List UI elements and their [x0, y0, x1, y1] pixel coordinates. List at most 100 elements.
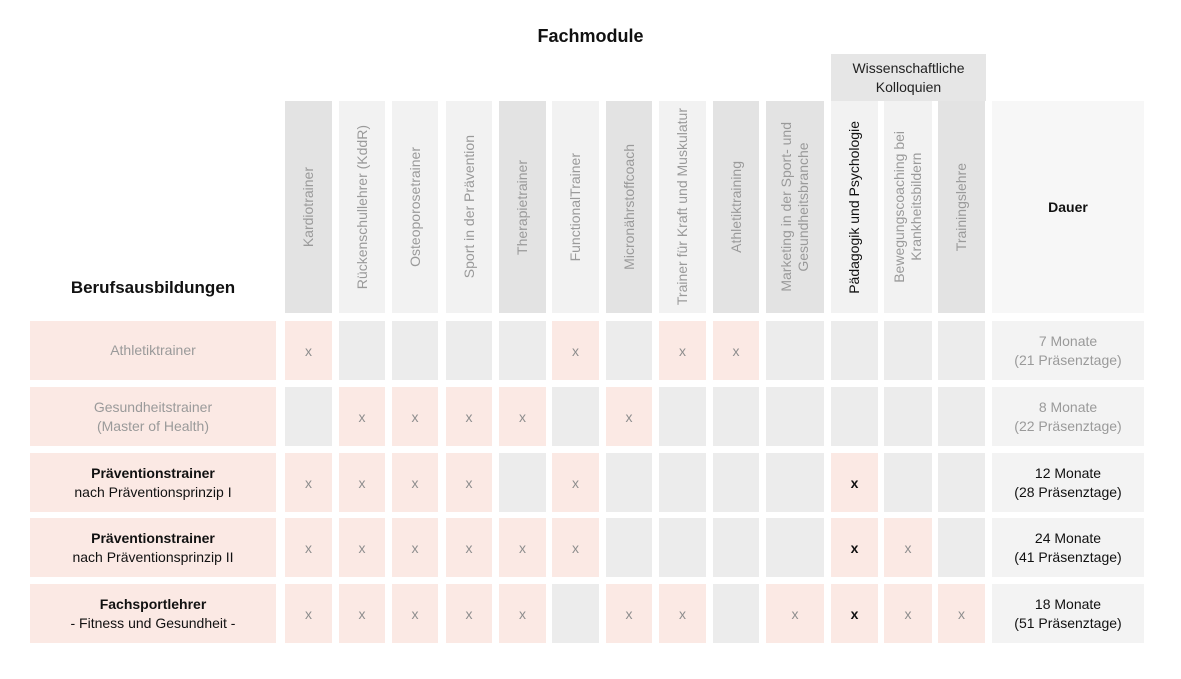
column-label: Micronährstoffcoach [620, 144, 637, 270]
duration-cell: 24 Monate (41 Präsenztage) [992, 518, 1144, 577]
module-cell [938, 321, 985, 380]
module-cell: x [884, 518, 932, 577]
module-cell: x [392, 518, 438, 577]
duration-months: 8 Monate [1038, 398, 1098, 415]
module-cell [884, 321, 932, 380]
module-cell [884, 387, 932, 446]
module-cell [552, 584, 599, 643]
module-cell: x [499, 518, 546, 577]
module-cell [606, 321, 652, 380]
module-cell [713, 387, 759, 446]
dauer-header: Dauer [992, 101, 1144, 313]
module-cell [713, 453, 759, 512]
column-label: Sport in der Prävention [460, 135, 477, 279]
module-cell [392, 321, 438, 380]
column-header: Athletiktraining [713, 101, 759, 313]
row-label: Präventionstrainer nach Präventionsprinzi… [30, 453, 276, 512]
module-cell: x [339, 584, 385, 643]
module-cell: x [831, 518, 878, 577]
module-cell [713, 518, 759, 577]
row-title: Gesundheitstrainer [93, 398, 213, 415]
row-label: Präventionstrainer nach Präventionsprinzi… [30, 518, 276, 577]
module-cell: x [659, 321, 706, 380]
module-cell: x [831, 584, 878, 643]
module-cell [831, 387, 878, 446]
row-title: Präventionstrainer [91, 464, 215, 481]
row-subtitle: nach Präventionsprinzip II [72, 548, 234, 565]
module-cell: x [446, 453, 492, 512]
module-cell: x [552, 453, 599, 512]
column-header: Osteoporosetrainer [392, 101, 438, 313]
module-cell [446, 321, 492, 380]
duration-cell: 12 Monate (28 Präsenztage) [992, 453, 1144, 512]
column-label: Athletiktraining [727, 161, 744, 253]
module-cell: x [606, 584, 652, 643]
column-label: Therapietrainer [514, 159, 530, 255]
module-cell: x [938, 584, 985, 643]
column-label: Marketing in der Sport- und Gesundheitsb… [778, 122, 811, 292]
column-label: Pädagogik und Psychologie [846, 120, 862, 294]
module-cell: x [285, 518, 332, 577]
module-cell [659, 453, 706, 512]
module-cell: x [446, 584, 492, 643]
duration-months: 12 Monate [1034, 464, 1102, 481]
module-cell: x [392, 453, 438, 512]
row-label: Gesundheitstrainer (Master of Health) [30, 387, 276, 446]
module-cell [766, 387, 824, 446]
module-cell [766, 321, 824, 380]
module-cell: x [339, 453, 385, 512]
column-label: Osteoporosetrainer [406, 147, 423, 267]
column-label: Trainer für Kraft und Muskulatur [674, 108, 690, 306]
kolloquien-header: Wissenschaftliche Kolloquien [831, 54, 986, 101]
module-cell [938, 453, 985, 512]
column-header: Kardiotrainer [285, 101, 332, 313]
row-title: Präventionstrainer [91, 529, 215, 546]
module-cell [713, 584, 759, 643]
module-cell [606, 453, 652, 512]
duration-months: 24 Monate [1034, 529, 1102, 546]
module-cell: x [339, 518, 385, 577]
module-cell [552, 387, 599, 446]
module-cell: x [659, 584, 706, 643]
module-cell: x [285, 453, 332, 512]
module-cell: x [285, 321, 332, 380]
duration-cell: 18 Monate (51 Präsenztage) [992, 584, 1144, 643]
module-cell [285, 387, 332, 446]
module-cell: x [339, 387, 385, 446]
duration-months: 18 Monate [1034, 595, 1102, 612]
module-cell [499, 453, 546, 512]
column-header: Sport in der Prävention [446, 101, 492, 313]
duration-days: (51 Präsenztage) [1014, 614, 1122, 631]
column-header: Rückenschullehrer (KddR) [339, 101, 385, 313]
duration-days: (21 Präsenztage) [1014, 351, 1122, 368]
module-cell: x [606, 387, 652, 446]
duration-cell: 8 Monate (22 Präsenztage) [992, 387, 1144, 446]
row-label: Athletiktrainer [30, 321, 276, 380]
module-cell: x [285, 584, 332, 643]
module-cell [766, 518, 824, 577]
module-cell [606, 518, 652, 577]
module-cell: x [552, 518, 599, 577]
module-cell: x [392, 387, 438, 446]
module-cell: x [392, 584, 438, 643]
column-header: Therapietrainer [499, 101, 546, 313]
column-header: Micronährstoffcoach [606, 101, 652, 313]
module-cell: x [446, 518, 492, 577]
row-label: Fachsportlehrer - Fitness und Gesundheit … [30, 584, 276, 643]
module-cell [831, 321, 878, 380]
row-title: Athletiktrainer [110, 342, 196, 358]
column-header: Pädagogik und Psychologie [831, 101, 878, 313]
duration-days: (22 Präsenztage) [1014, 417, 1122, 434]
module-cell [938, 518, 985, 577]
module-cell: x [499, 387, 546, 446]
module-cell [339, 321, 385, 380]
row-subtitle: nach Präventionsprinzip I [74, 483, 232, 500]
column-label: Rückenschullehrer (KddR) [353, 124, 370, 290]
column-label: Trainingslehre [953, 162, 969, 252]
column-header: Trainer für Kraft und Muskulatur [659, 101, 706, 313]
module-cell [659, 387, 706, 446]
module-cell [659, 518, 706, 577]
column-header: Trainingslehre [938, 101, 985, 313]
module-cell [766, 453, 824, 512]
module-cell: x [552, 321, 599, 380]
